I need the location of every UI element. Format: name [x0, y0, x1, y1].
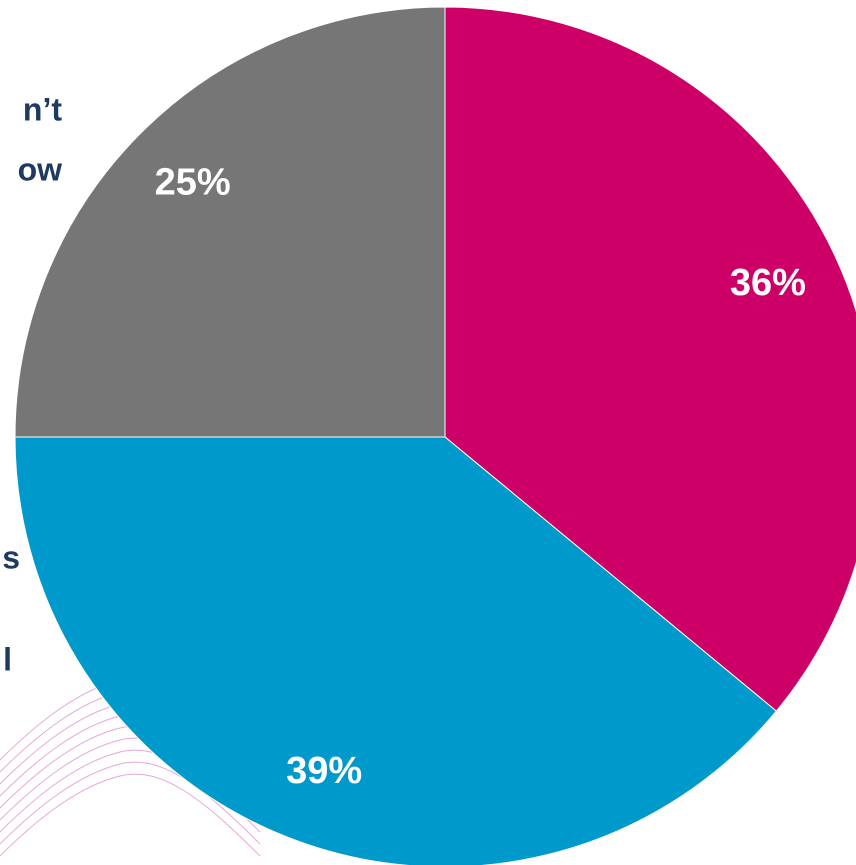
decoration	[0, 677, 261, 857]
cropped-legend-text: ow	[18, 151, 63, 187]
data-label: 39%	[286, 750, 362, 792]
labels: 36% 39% 25%	[155, 162, 806, 792]
data-label: 25%	[155, 162, 231, 204]
cropped-legend-text: n’t	[23, 91, 62, 127]
pie	[14, 6, 856, 865]
cropped-legend-text: s	[2, 539, 20, 575]
cropped-legend-text: l	[3, 641, 12, 677]
pie-slice	[14, 436, 778, 865]
data-label: 36%	[730, 262, 806, 304]
pie-slice	[14, 6, 446, 438]
pie-slice	[444, 6, 856, 712]
